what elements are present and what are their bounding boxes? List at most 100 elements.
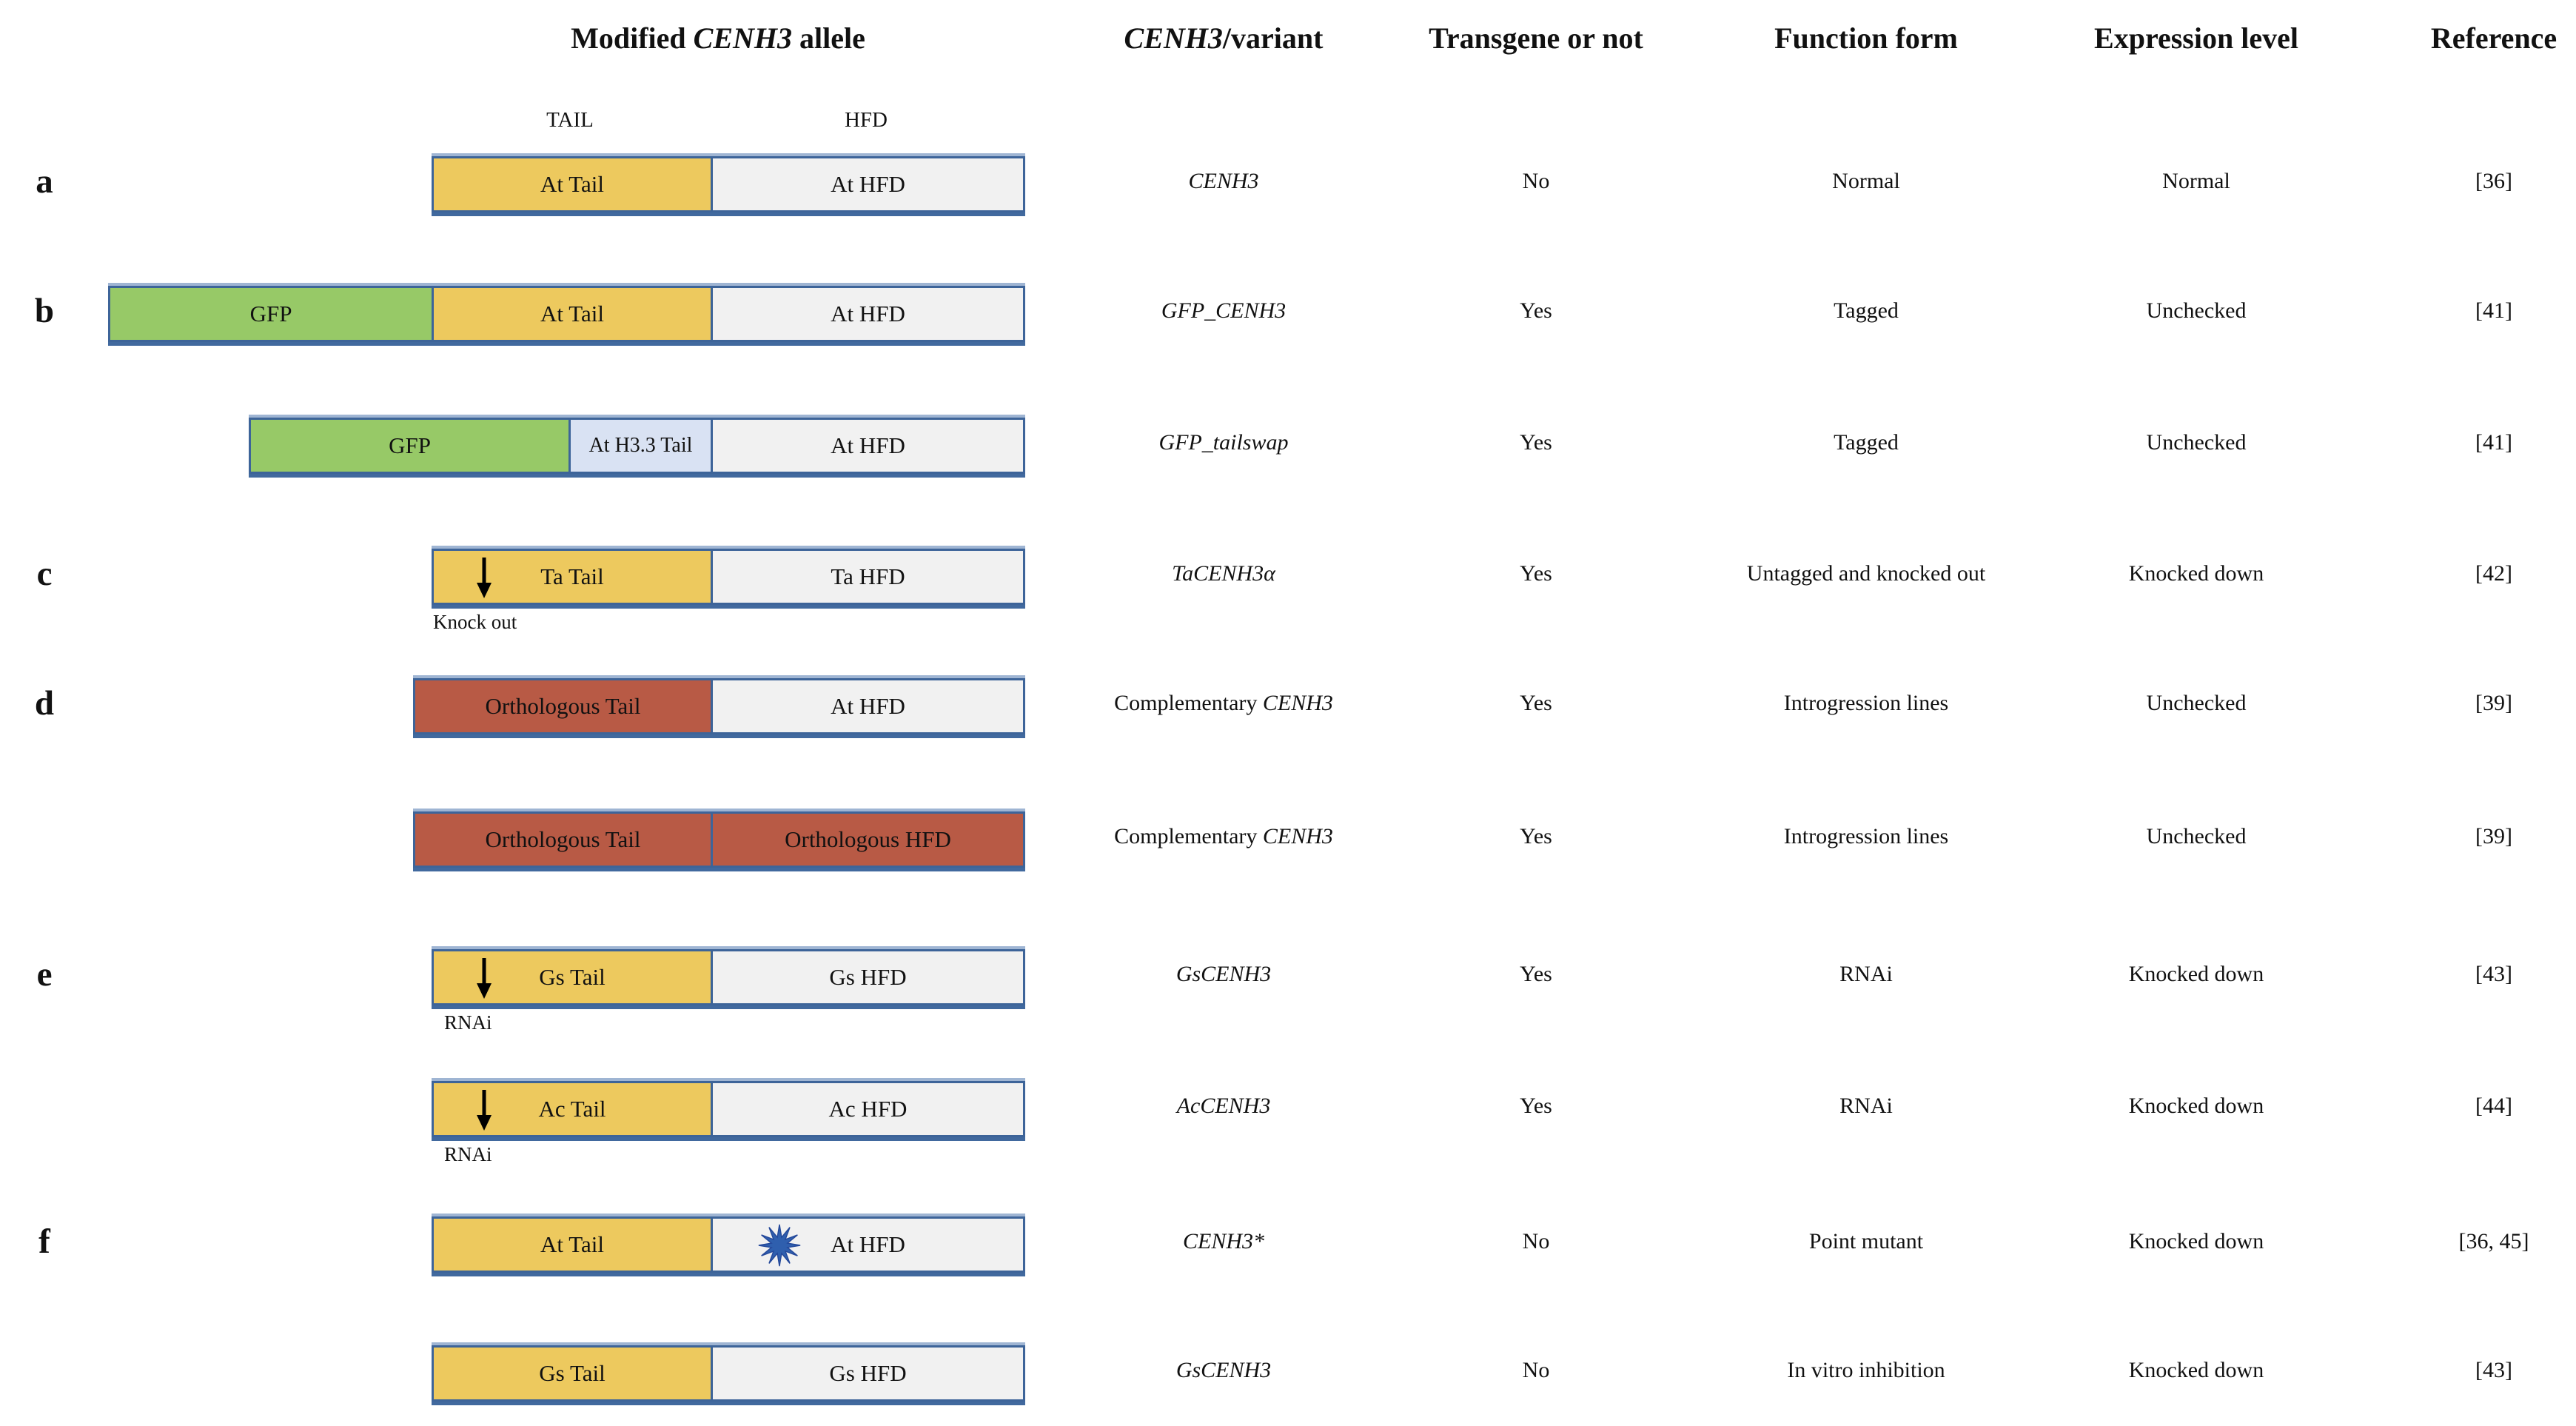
transgene-cell: Yes (1520, 561, 1552, 586)
allele-boxes: At Tail At HFD (432, 1214, 1025, 1276)
hfd-segment: Ac HFD (711, 1081, 1025, 1137)
variant-cell: GFP_CENH3 (1161, 298, 1287, 323)
variant-cell: GFP_tailswap (1158, 430, 1289, 455)
variant-cell: TaCENH3α (1172, 561, 1275, 586)
table-row: a At Tail At HFD CENH3 No Normal Normal … (0, 153, 2576, 216)
function-cell: In vitro inhibition (1787, 1358, 1945, 1382)
header-text: /variant (1222, 21, 1324, 55)
segment-label: GFP (389, 432, 431, 458)
tail-segment: At Tail (432, 156, 713, 212)
row-letter: b (34, 292, 55, 330)
table-row: b GFP At Tail At HFD GFP_CENH3 Yes Tagge… (0, 283, 2576, 346)
segment-label: Orthologous HFD (785, 826, 951, 852)
transgene-cell: Yes (1520, 691, 1552, 715)
segment-label: GFP (249, 301, 292, 327)
table-row: e Gs Tail Gs HFD RNAi GsCENH3 Yes RNAi K… (0, 946, 2576, 1034)
row-letter: f (38, 1222, 50, 1261)
rnai-down-arrow-icon (477, 958, 492, 999)
h33-tail-segment: At H3.3 Tail (568, 418, 713, 474)
allele-diagram: Ac Tail Ac HFD (104, 1078, 1025, 1141)
variant-cell: GsCENH3 (1175, 962, 1272, 986)
transgene-cell: Yes (1520, 298, 1552, 323)
allele-boxes: Orthologous Tail At HFD (413, 675, 1025, 738)
variant-cell: AcCENH3 (1176, 1094, 1271, 1118)
expression-cell: Unchecked (2146, 824, 2247, 848)
variant-cell: Complementary CENH3 (1114, 824, 1333, 848)
table-row: d Orthologous Tail At HFD Complementary … (0, 675, 2576, 738)
reference-cell: [41] (2475, 298, 2512, 323)
expression-cell: Normal (2162, 169, 2230, 193)
header-variant: CENH3/variant (1076, 21, 1372, 56)
row-letter: a (36, 162, 53, 201)
function-cell: Untagged and knocked out (1746, 561, 1986, 586)
tail-segment: Gs Tail (432, 1345, 713, 1402)
segment-label: Gs Tail (539, 964, 606, 990)
tail-domain-label: TAIL (546, 108, 594, 132)
transgene-cell: Yes (1520, 824, 1552, 848)
expression-cell: Knocked down (2128, 1229, 2264, 1253)
segment-label: Ta HFD (831, 563, 905, 589)
reference-cell: [44] (2475, 1094, 2512, 1118)
allele-boxes: GFP At H3.3 Tail At HFD (249, 415, 1025, 478)
tail-segment: Ta Tail (432, 549, 713, 605)
expression-cell: Knocked down (2128, 1094, 2264, 1118)
allele-diagram: Orthologous Tail At HFD (104, 675, 1025, 738)
expression-cell: Knocked down (2128, 962, 2264, 986)
transgene-cell: No (1522, 1229, 1550, 1253)
expression-cell: Knocked down (2128, 1358, 2264, 1382)
reference-cell: [36] (2475, 169, 2512, 193)
transgene-cell: Yes (1520, 962, 1552, 986)
variant-cell: CENH3* (1182, 1229, 1264, 1253)
allele-diagram: GFP At Tail At HFD (104, 283, 1025, 346)
segment-label: Orthologous Tail (485, 826, 641, 852)
allele-boxes: At Tail At HFD (432, 153, 1025, 216)
segment-label: At HFD (831, 1231, 905, 1257)
variant-cell: Complementary CENH3 (1114, 691, 1333, 715)
orthologous-tail-segment: Orthologous Tail (413, 678, 713, 734)
function-cell: Tagged (1834, 430, 1899, 455)
method-label: RNAi (444, 1143, 492, 1165)
header-italic-text: CENH3 (693, 21, 793, 55)
function-cell: Introgression lines (1783, 691, 1949, 715)
header-text: Modified (571, 21, 694, 55)
allele-boxes: Orthologous Tail Orthologous HFD (413, 809, 1025, 871)
hfd-segment: At HFD (711, 286, 1025, 342)
segment-label: At HFD (831, 301, 905, 327)
segment-label: At Tail (540, 1231, 604, 1257)
table-row: Orthologous Tail Orthologous HFD Complem… (0, 809, 2576, 871)
header-expression-level: Expression level (2094, 21, 2298, 55)
function-cell: Tagged (1834, 298, 1899, 323)
tail-segment: Gs Tail (432, 949, 713, 1005)
segment-label: At Tail (540, 301, 604, 327)
transgene-cell: Yes (1520, 1094, 1552, 1118)
tail-segment: At Tail (432, 1216, 713, 1273)
row-letter: e (36, 955, 53, 994)
segment-label: Orthologous Tail (485, 693, 641, 719)
segment-label: Ta Tail (540, 563, 604, 589)
segment-label: Gs HFD (829, 1360, 907, 1386)
hfd-segment: Gs HFD (711, 949, 1025, 1005)
table-row: Gs Tail Gs HFD GsCENH3 No In vitro inhib… (0, 1342, 2576, 1405)
function-cell: RNAi (1839, 1094, 1893, 1118)
tail-segment: At Tail (432, 286, 713, 342)
row-letter: c (36, 555, 53, 593)
gfp-segment: GFP (108, 286, 434, 342)
reference-cell: [43] (2475, 962, 2512, 986)
orthologous-hfd-segment: Orthologous HFD (711, 811, 1025, 868)
header-modified-allele: Modified CENH3 allele (422, 21, 1014, 56)
orthologous-tail-segment: Orthologous Tail (413, 811, 713, 868)
segment-label: At H3.3 Tail (588, 434, 693, 457)
transgene-cell: No (1522, 169, 1550, 193)
header-transgene: Transgene or not (1429, 21, 1643, 55)
table-row: Ac Tail Ac HFD RNAi AcCENH3 Yes RNAi Kno… (0, 1078, 2576, 1165)
table-row: c Ta Tail Ta HFD Knock out TaCENH3α Yes … (0, 546, 2576, 633)
segment-label: At HFD (831, 432, 905, 458)
transgene-cell: No (1522, 1358, 1550, 1382)
function-cell: Point mutant (1808, 1229, 1924, 1253)
allele-boxes: Ac Tail Ac HFD (432, 1078, 1025, 1141)
allele-diagram: Gs Tail Gs HFD (104, 1342, 1025, 1405)
point-mutation-burst-icon (758, 1224, 801, 1267)
rnai-down-arrow-icon (477, 1090, 492, 1131)
variant-cell: CENH3 (1188, 169, 1259, 193)
